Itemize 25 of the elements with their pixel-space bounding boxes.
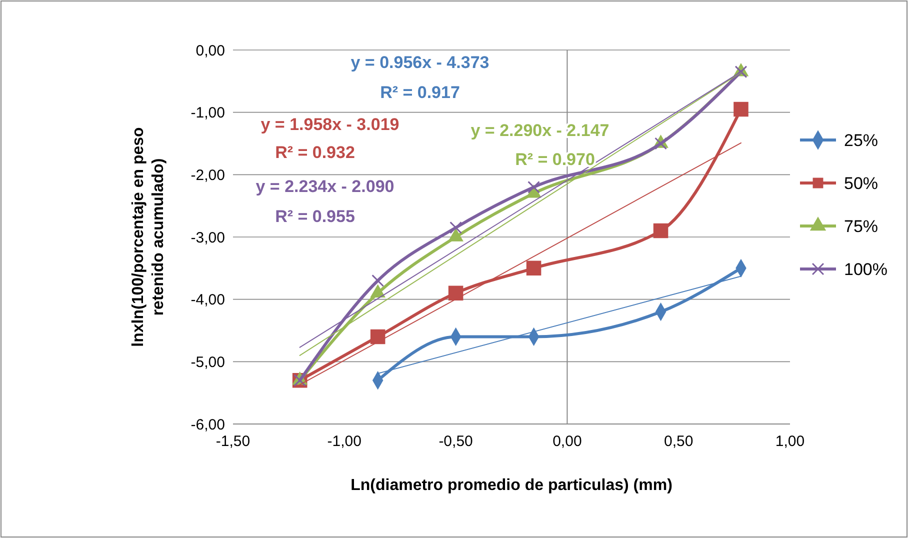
x-tick-label: 1,00 [775,433,805,450]
annotation: R² = 0.932 [275,143,355,162]
annotation: y = 2.234x - 2.090 [256,177,394,196]
y-tick-label: -3,00 [190,229,225,246]
legend-label: 50% [844,174,878,193]
x-tick-label: 0,50 [664,433,694,450]
y-tick-label: 0,00 [196,42,225,60]
y-tick-label: -5,00 [190,354,225,371]
y-tick-label: -1,00 [190,104,225,122]
annotation: R² = 0.955 [275,207,355,226]
x-tick-label: 0,00 [552,433,582,450]
x-tick-label: -0,50 [438,433,473,450]
annotation: y = 0.956x - 4.373 [350,53,490,72]
x-tick-label: -1,00 [327,433,362,450]
x-tick-label: -1,50 [216,433,250,450]
legend-label: 100% [844,260,888,279]
y-tick-label: -4,00 [190,292,225,309]
legend-label: 25% [844,130,878,150]
x-axis-title: Ln(diametro promedio de particulas) (mm) [350,477,672,494]
annotation: R² = 0.917 [380,83,460,102]
y-tick-label: -2,00 [190,166,225,184]
annotation: y = 1.958x - 3.019 [260,115,400,134]
y-axis-title: lnxln(100/porcentaje en peso retenido acumulado) [130,126,167,347]
legend-label: 75% [844,216,878,236]
y-tick-label: -6,00 [190,416,225,434]
